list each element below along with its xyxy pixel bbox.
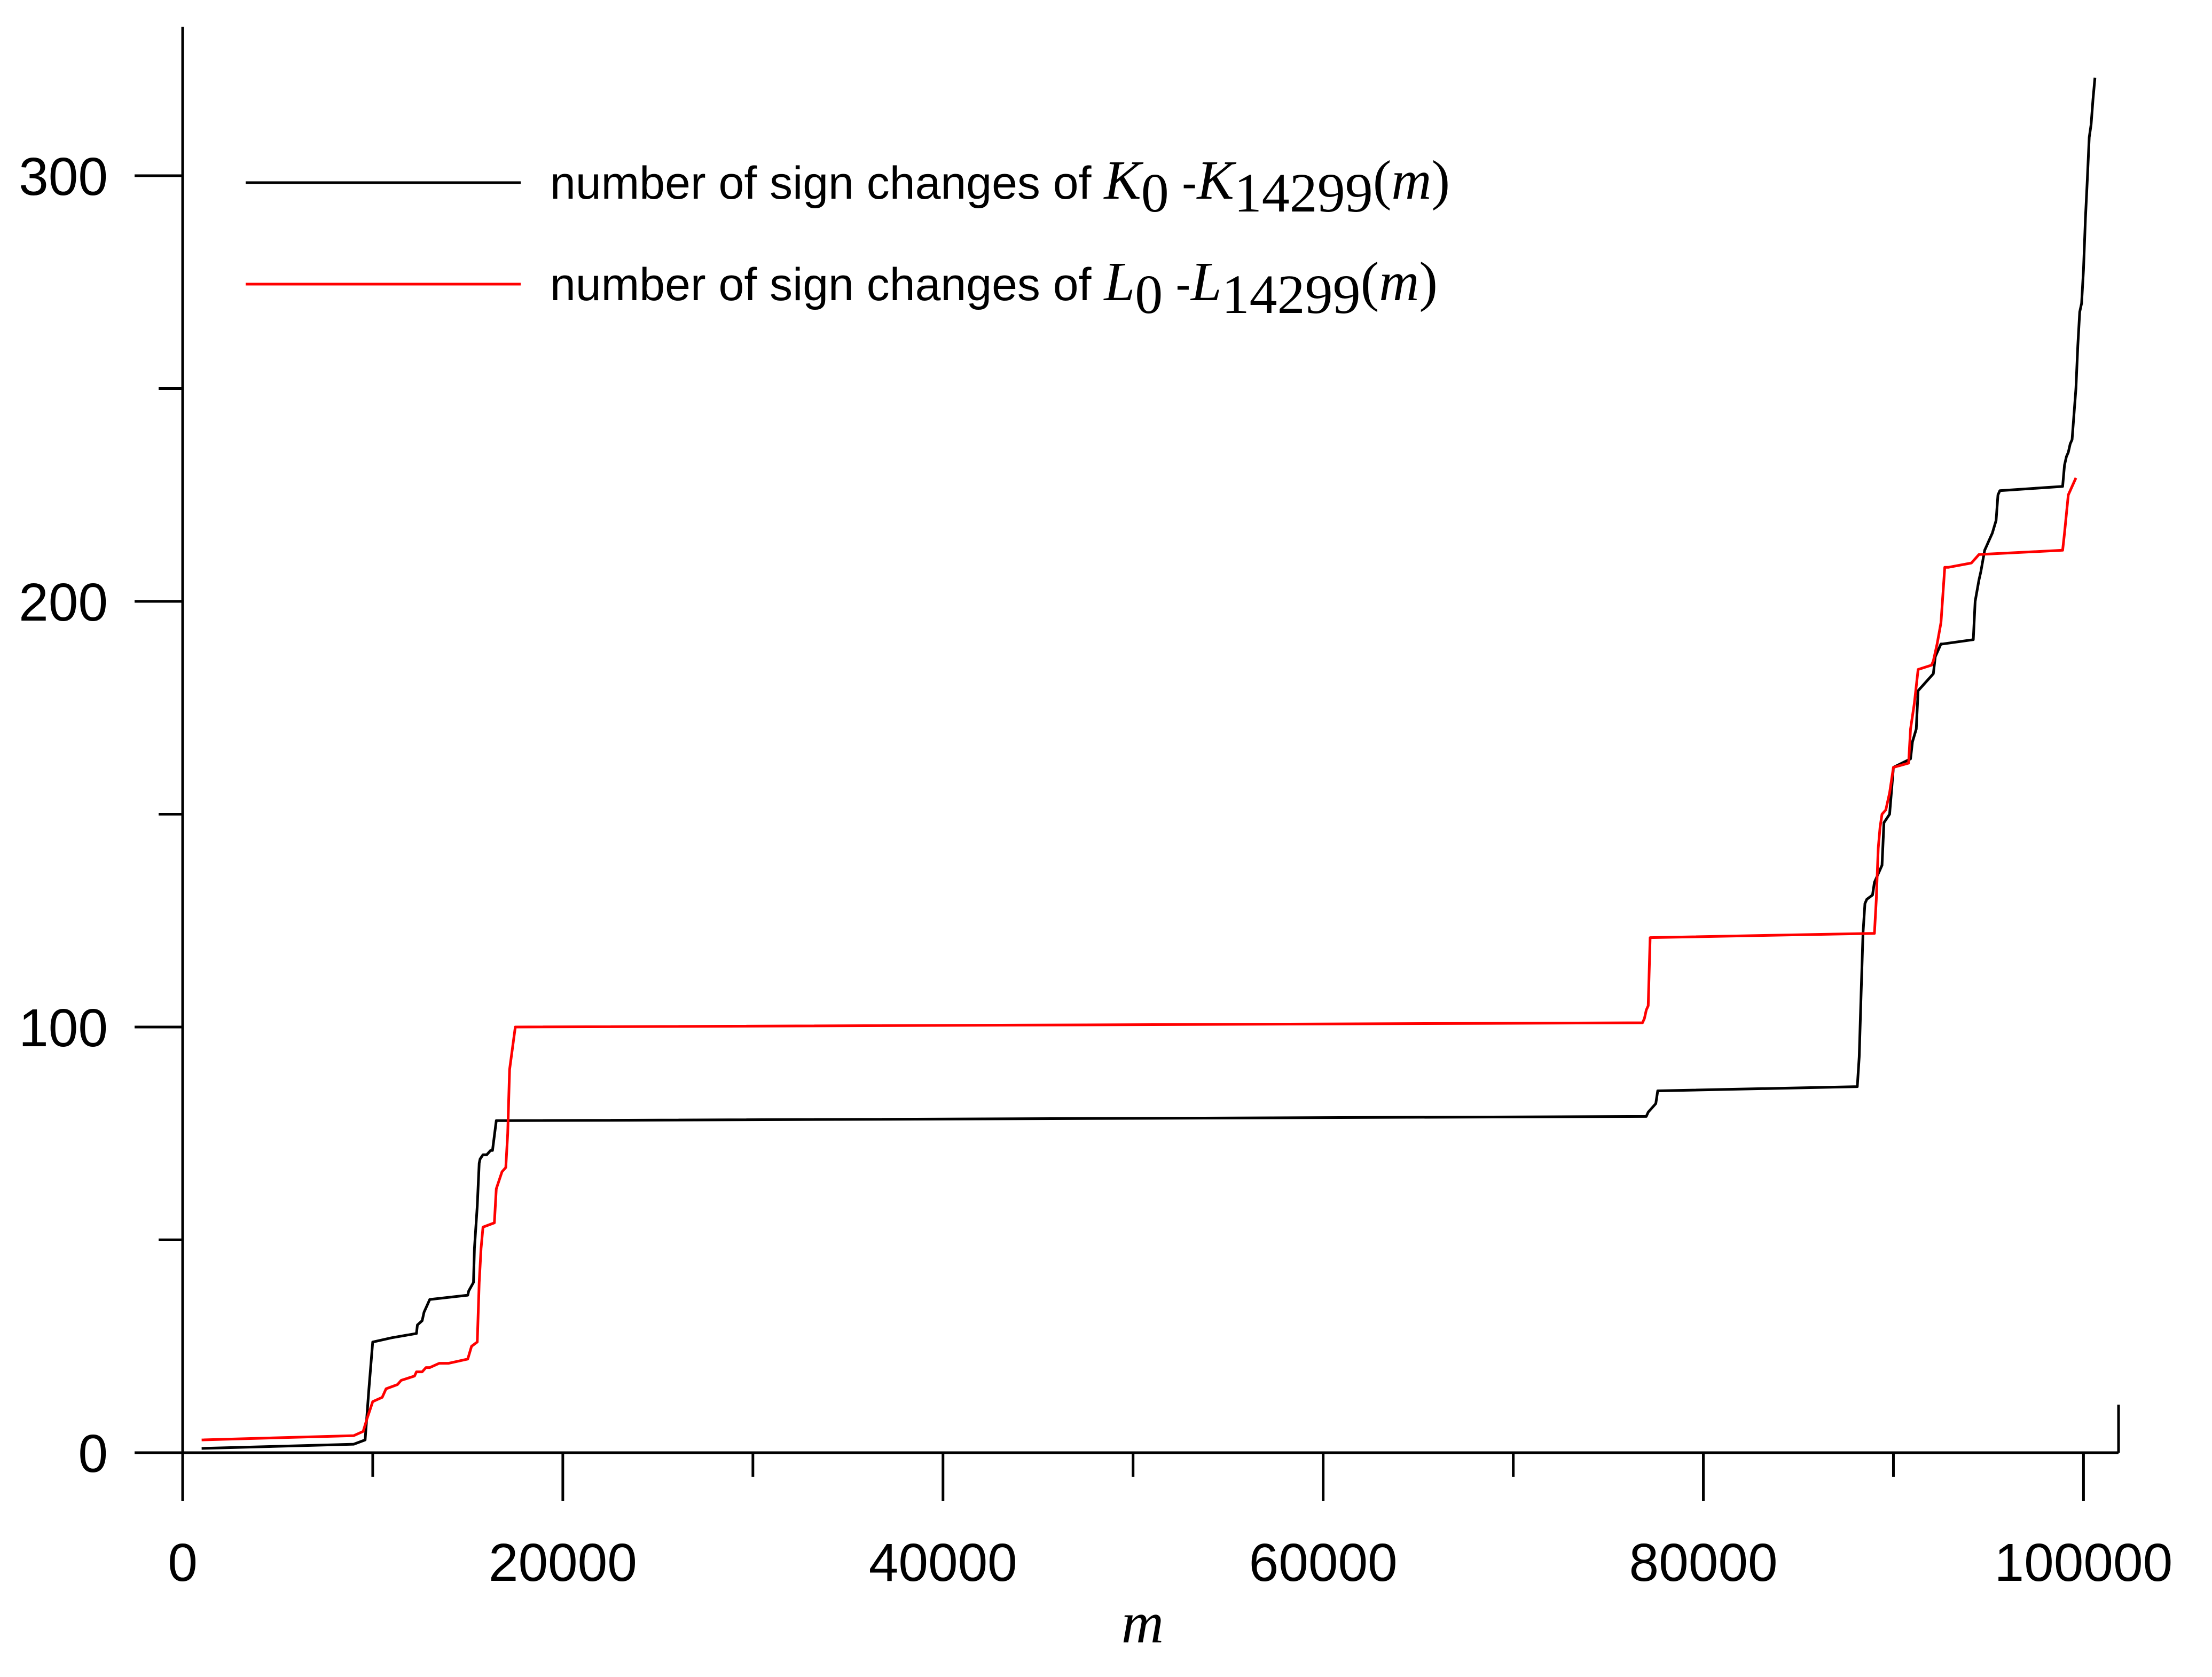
x-tick-label: 100000 xyxy=(1995,1533,2173,1593)
series-line-l xyxy=(201,477,2077,1441)
x-axis-title: m xyxy=(1121,1590,1164,1655)
y-tick-label: 300 xyxy=(19,147,108,207)
y-tick-label: 100 xyxy=(19,998,108,1058)
x-tick-label: 20000 xyxy=(489,1533,637,1593)
x-tick-label: 80000 xyxy=(1629,1533,1777,1593)
legend-entry: number of sign changes of L0 -L14299(m) xyxy=(550,251,1438,325)
x-tick-label: 0 xyxy=(168,1533,198,1593)
x-axis-ticks: 0 20000 40000 60000 80000 100000 xyxy=(168,1453,2172,1593)
y-tick-label: 200 xyxy=(19,573,108,632)
x-tick-label: 40000 xyxy=(869,1533,1017,1593)
series-lines xyxy=(201,77,2097,1450)
legend: number of sign changes of K0 -K14299(m) n… xyxy=(246,150,1450,325)
x-tick-label: 60000 xyxy=(1249,1533,1398,1593)
y-tick-label: 0 xyxy=(78,1424,108,1484)
series-line-k xyxy=(201,77,2097,1450)
legend-entry: number of sign changes of K0 -K14299(m) xyxy=(550,150,1450,224)
y-axis-ticks: 0 100 200 300 xyxy=(19,147,183,1484)
axis-frame xyxy=(181,27,2120,1454)
